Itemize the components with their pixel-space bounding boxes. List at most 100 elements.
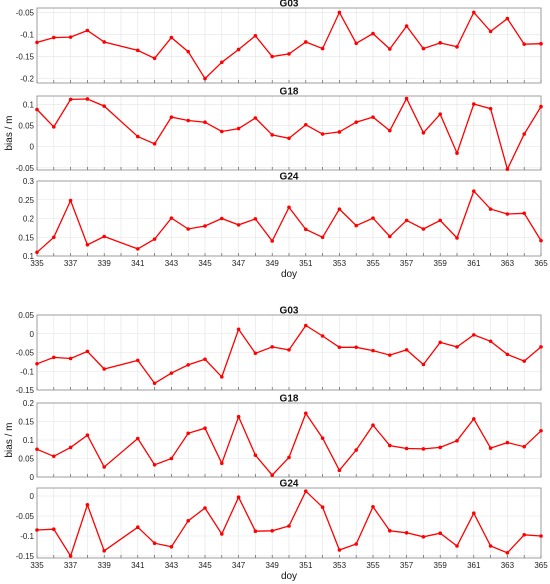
data-point [169,35,174,40]
data-point [220,461,224,466]
data-point [371,505,375,509]
data-point [522,444,526,449]
data-point [539,104,543,109]
data-point [438,340,443,345]
data-point [421,535,426,539]
data-point [152,237,157,241]
data-point [539,41,543,46]
x-tick-label: 347 [232,561,246,570]
panel-title: G24 [280,479,299,490]
y-tick-label: 0.1 [23,252,35,261]
data-point [438,531,443,535]
data-point [404,531,409,535]
y-tick-label: -0.05 [16,512,35,521]
data-point [203,426,207,430]
data-point [152,141,157,146]
data-point [404,446,409,451]
data-point [102,367,106,371]
data-point [539,534,543,538]
data-point [35,40,39,45]
data-point [337,468,342,473]
data-point [354,223,359,228]
data-point [68,356,73,361]
data-point [505,440,510,445]
x-tick-label: 359 [434,561,448,570]
data-point [320,436,325,440]
x-tick-label: 339 [98,561,112,570]
panel-title: G03 [280,306,299,317]
data-point [186,118,190,123]
data-point [354,542,359,546]
data-point [304,227,308,232]
plot-frame [36,314,542,391]
chart-panels: -0.2 -0.15 -0.1 -0.05 G03 -0.05 0 0.05 0.1 G18 bia… [4,0,548,582]
data-point [455,151,459,155]
data-point [169,371,174,375]
y-tick-label: 0.05 [18,122,34,131]
data-point [354,120,359,125]
panel-title: G18 [280,394,299,405]
panel-upper-g03: -0.2 -0.15 -0.1 -0.05 G03 [16,0,543,84]
series-line [36,10,542,80]
data-point [253,33,258,38]
x-tick-label: 357 [400,561,414,570]
data-point [52,125,56,129]
data-point [421,227,426,231]
data-point [522,533,526,537]
x-tick-label: 337 [64,259,78,268]
data-point [337,345,342,350]
data-point [186,519,190,523]
data-point [488,446,493,450]
data-point [472,333,476,337]
data-point [522,359,526,363]
y-tick-label: 0 [30,473,35,482]
data-point [236,327,241,332]
data-point [85,242,90,247]
data-point [320,334,325,338]
data-point [136,134,140,139]
y-tick-label: -0.15 [16,552,35,561]
data-point [186,363,190,367]
data-point [253,217,258,221]
data-point [438,445,443,450]
x-tick-label: 363 [501,561,515,570]
data-point [472,189,476,193]
data-point [320,132,325,136]
data-point [68,35,73,39]
data-point [169,216,174,220]
data-point [85,433,90,437]
y-tick-label: 0.15 [18,418,34,427]
data-point [186,49,190,54]
y-tick-label: 0.1 [23,436,35,445]
y-tick-label: 0.05 [18,455,34,464]
x-tick-label: 351 [299,259,313,268]
x-tick-label: 343 [165,259,179,268]
panel-title: G03 [280,0,299,10]
data-point [421,447,426,451]
data-point [68,97,73,102]
data-point [253,351,258,356]
data-point [236,126,241,131]
data-point [203,120,207,125]
data-point [404,96,409,101]
x-axis-label: doy [281,571,297,582]
data-point [421,130,426,135]
y-tick-label: -0.05 [16,164,35,173]
data-point [220,532,224,536]
data-point [102,104,106,108]
data-point [85,349,90,354]
data-point [354,41,359,46]
data-point [35,528,39,532]
y-tick-label: 0.05 [18,311,34,320]
data-point [337,548,342,552]
data-point [337,10,342,15]
data-point [455,45,459,49]
data-point [203,357,207,362]
data-point [270,239,275,243]
data-point [388,529,392,533]
data-point [421,46,426,51]
x-tick-label: 337 [64,561,78,570]
plot-frame [36,95,542,171]
data-point [522,42,526,46]
data-point [455,236,459,240]
